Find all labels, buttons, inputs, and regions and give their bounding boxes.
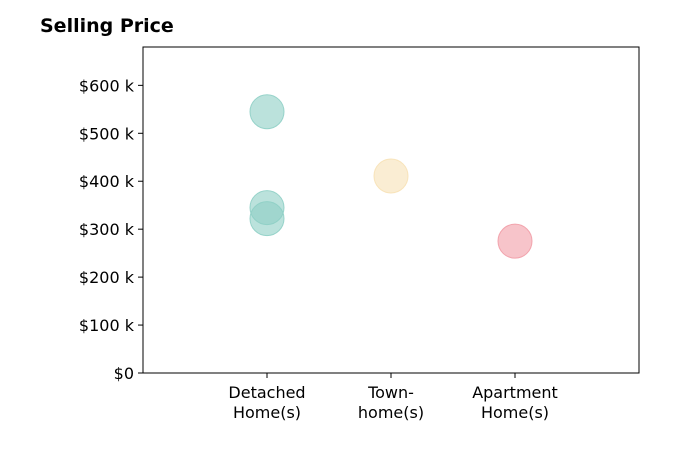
data-point (249, 201, 285, 237)
data-point (249, 94, 285, 130)
y-tick-label: $300 k (79, 220, 135, 239)
y-tick-label: $500 k (79, 124, 135, 143)
x-axis: Detached Home(s) Town-home(s) Apartment Home… (228, 373, 558, 422)
x-tick-label: Town-home(s) (358, 383, 424, 422)
y-tick-label: $0 (114, 364, 134, 383)
x-tick-label: Detached Home(s) (228, 383, 305, 422)
y-tick-label: $200 k (79, 268, 135, 287)
y-axis: $0 $100 k $200 k $300 k $400 k $500 k $600 k (79, 76, 143, 383)
data-point (373, 158, 409, 194)
plot-area (142, 46, 640, 374)
y-tick-label: $600 k (79, 76, 135, 95)
data-points (249, 94, 533, 259)
data-point (497, 223, 533, 259)
chart-title: Selling Price (40, 15, 174, 37)
y-tick-label: $100 k (79, 316, 135, 335)
x-tick-label: Apartment Home(s) (472, 383, 558, 422)
y-tick-label: $400 k (79, 172, 135, 191)
